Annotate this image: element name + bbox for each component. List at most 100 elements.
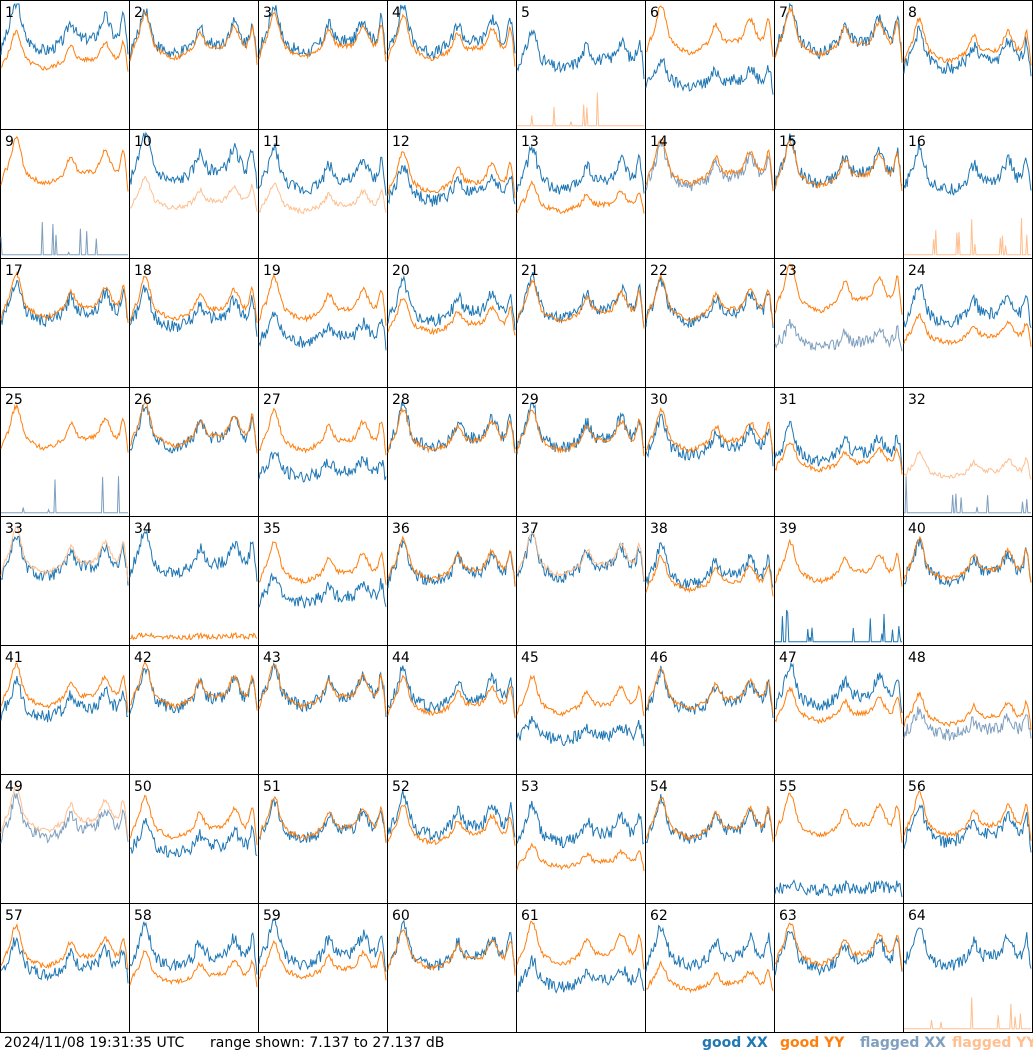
- footer: 2024/11/08 19:31:35 UTC range shown: 7.1…: [0, 1033, 1033, 1053]
- panel-label: 18: [134, 263, 152, 279]
- series-xx: [129, 817, 258, 859]
- series-xx: [129, 404, 258, 454]
- legend-good-xx: good XX: [702, 1035, 768, 1051]
- series-yy: [645, 273, 774, 325]
- legend-good-yy: good YY: [780, 1035, 845, 1051]
- panel-48: 48: [903, 645, 1033, 775]
- panel-label: 14: [650, 134, 668, 150]
- series-yy: [129, 401, 258, 454]
- panel-25: 25: [0, 387, 130, 517]
- panel-label: 27: [263, 392, 281, 408]
- panel-label: 37: [521, 521, 539, 537]
- panel-7: 7: [774, 0, 904, 130]
- panel-29: 29: [516, 387, 646, 517]
- series-yy: [903, 17, 1032, 66]
- panel-label: 55: [779, 779, 797, 795]
- panel-label: 64: [908, 908, 926, 924]
- series-yy: [0, 403, 129, 453]
- series-yy: [904, 218, 1031, 256]
- series-xx: [645, 413, 774, 467]
- series-xx: [129, 8, 258, 62]
- panel-label: 12: [392, 134, 410, 150]
- panel-label: 25: [5, 392, 23, 408]
- panel-55: 55: [774, 774, 904, 904]
- series-yy: [517, 92, 644, 127]
- panel-3: 3: [258, 0, 388, 130]
- panel-52: 52: [387, 774, 517, 904]
- panel-34: 34: [129, 516, 259, 646]
- panel-frame: [0, 0, 130, 130]
- panel-frame: [516, 0, 646, 130]
- series-xx: [387, 401, 516, 453]
- panel-label: 13: [521, 134, 539, 150]
- series-yy: [258, 541, 387, 585]
- panel-label: 7: [779, 5, 788, 21]
- series-yy: [774, 922, 903, 971]
- panel-label: 54: [650, 779, 668, 795]
- panel-12: 12: [387, 129, 517, 259]
- panel-label: 39: [779, 521, 797, 537]
- series-xx: [516, 145, 645, 195]
- series-yy: [904, 997, 1031, 1030]
- panel-label: 23: [779, 263, 797, 279]
- legend-flagged-xx: flagged XX: [860, 1035, 946, 1051]
- series-yy: [774, 685, 903, 725]
- series-xx: [387, 4, 516, 60]
- panel-35: 35: [258, 516, 388, 646]
- series-yy: [0, 135, 129, 192]
- series-xx: [774, 661, 903, 714]
- series-yy: [645, 554, 774, 597]
- series-yy: [0, 784, 129, 837]
- panel-label: 58: [134, 908, 152, 924]
- series-xx: [903, 25, 1032, 77]
- series-xx: [775, 609, 902, 643]
- series-yy: [387, 13, 516, 67]
- panel-26: 26: [129, 387, 259, 517]
- series-xx: [0, 792, 129, 844]
- series-yy: [129, 631, 258, 641]
- panel-label: 3: [263, 5, 272, 21]
- series-yy: [516, 842, 645, 872]
- panel-label: 41: [5, 650, 23, 666]
- panel-61: 61: [516, 903, 646, 1033]
- panel-label: 60: [392, 908, 410, 924]
- panel-label: 53: [521, 779, 539, 795]
- legend-flagged-yy: flagged YY: [952, 1035, 1033, 1051]
- panel-label: 16: [908, 134, 926, 150]
- panel-18: 18: [129, 258, 259, 388]
- series-xx: [903, 706, 1032, 741]
- panel-label: 61: [521, 908, 539, 924]
- series-xx: [645, 924, 774, 972]
- panel-label: 62: [650, 908, 668, 924]
- series-yy: [387, 407, 516, 454]
- series-xx: [516, 29, 645, 80]
- panel-17: 17: [0, 258, 130, 388]
- panel-41: 41: [0, 645, 130, 775]
- series-yy: [774, 442, 903, 475]
- series-yy: [0, 271, 129, 324]
- panel-frame: [387, 0, 517, 130]
- series-yy: [774, 263, 903, 315]
- series-yy: [0, 526, 129, 582]
- panel-label: 45: [521, 650, 539, 666]
- panel-24: 24: [903, 258, 1033, 388]
- series-xx: [903, 927, 1032, 971]
- panel-57: 57: [0, 903, 130, 1033]
- panel-label: 5: [521, 5, 530, 21]
- series-yy: [774, 538, 903, 587]
- series-yy: [387, 151, 516, 199]
- series-yy: [516, 409, 645, 457]
- panel-22: 22: [645, 258, 775, 388]
- series-xx: [903, 284, 1032, 329]
- panel-label: 57: [5, 908, 23, 924]
- panel-31: 31: [774, 387, 904, 517]
- panel-label: 40: [908, 521, 926, 537]
- series-yy: [645, 136, 774, 192]
- panel-15: 15: [774, 129, 904, 259]
- series-yy: [129, 275, 258, 323]
- series-xx: [129, 921, 258, 975]
- panel-21: 21: [516, 258, 646, 388]
- panel-16: 16: [903, 129, 1033, 259]
- panel-2: 2: [129, 0, 259, 130]
- series-xx: [516, 402, 645, 455]
